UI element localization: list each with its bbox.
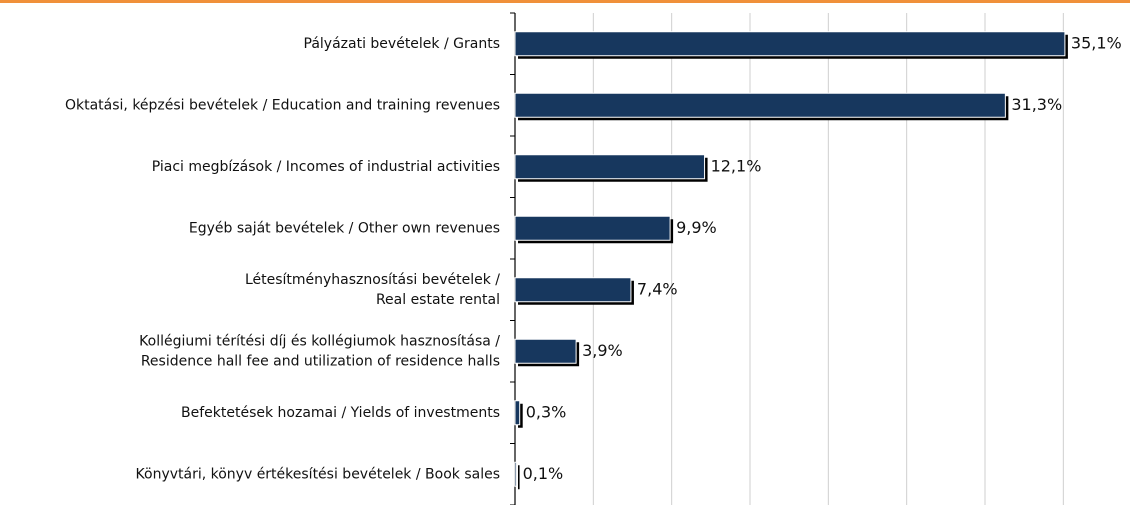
- value-label: 0,3%: [526, 402, 567, 421]
- y-tick-label: Piaci megbízások / Incomes of industrial…: [152, 159, 500, 175]
- y-tick-label: Egyéb saját bevételek / Other own revenu…: [189, 220, 500, 236]
- value-label: 35,1%: [1071, 33, 1122, 52]
- value-label: 3,9%: [582, 341, 623, 360]
- y-tick-label: Létesítményhasznosítási bevételek /: [245, 272, 500, 288]
- value-label: 9,9%: [676, 218, 717, 237]
- y-tick-label: Residence hall fee and utilization of re…: [141, 353, 500, 369]
- y-tick-label: Real estate rental: [376, 292, 500, 308]
- bar-shadow: [518, 465, 520, 490]
- y-tick-label: Könyvtári, könyv értékesítési bevételek …: [136, 466, 500, 482]
- y-tick-label: Oktatási, képzési bevételek / Education …: [65, 97, 500, 113]
- y-tick-label: Befektetések hozamai / Yields of investm…: [181, 405, 500, 421]
- value-label: 7,4%: [637, 279, 678, 298]
- bar: [514, 215, 671, 241]
- y-tick-label: Kollégiumi térítési díj és kollégiumok h…: [139, 333, 500, 349]
- bar: [514, 461, 518, 487]
- top-stripe: [0, 0, 1130, 3]
- bar-shadow: [518, 403, 523, 428]
- value-label: 0,1%: [523, 464, 564, 483]
- bar: [514, 154, 706, 180]
- value-label: 12,1%: [711, 156, 762, 175]
- bar: [514, 400, 521, 426]
- bar: [514, 338, 577, 364]
- bar: [514, 92, 1006, 118]
- bar: [514, 277, 632, 303]
- bar: [514, 31, 1066, 57]
- y-tick-label: Pályázati bevételek / Grants: [304, 36, 500, 52]
- value-label: 31,3%: [1011, 95, 1062, 114]
